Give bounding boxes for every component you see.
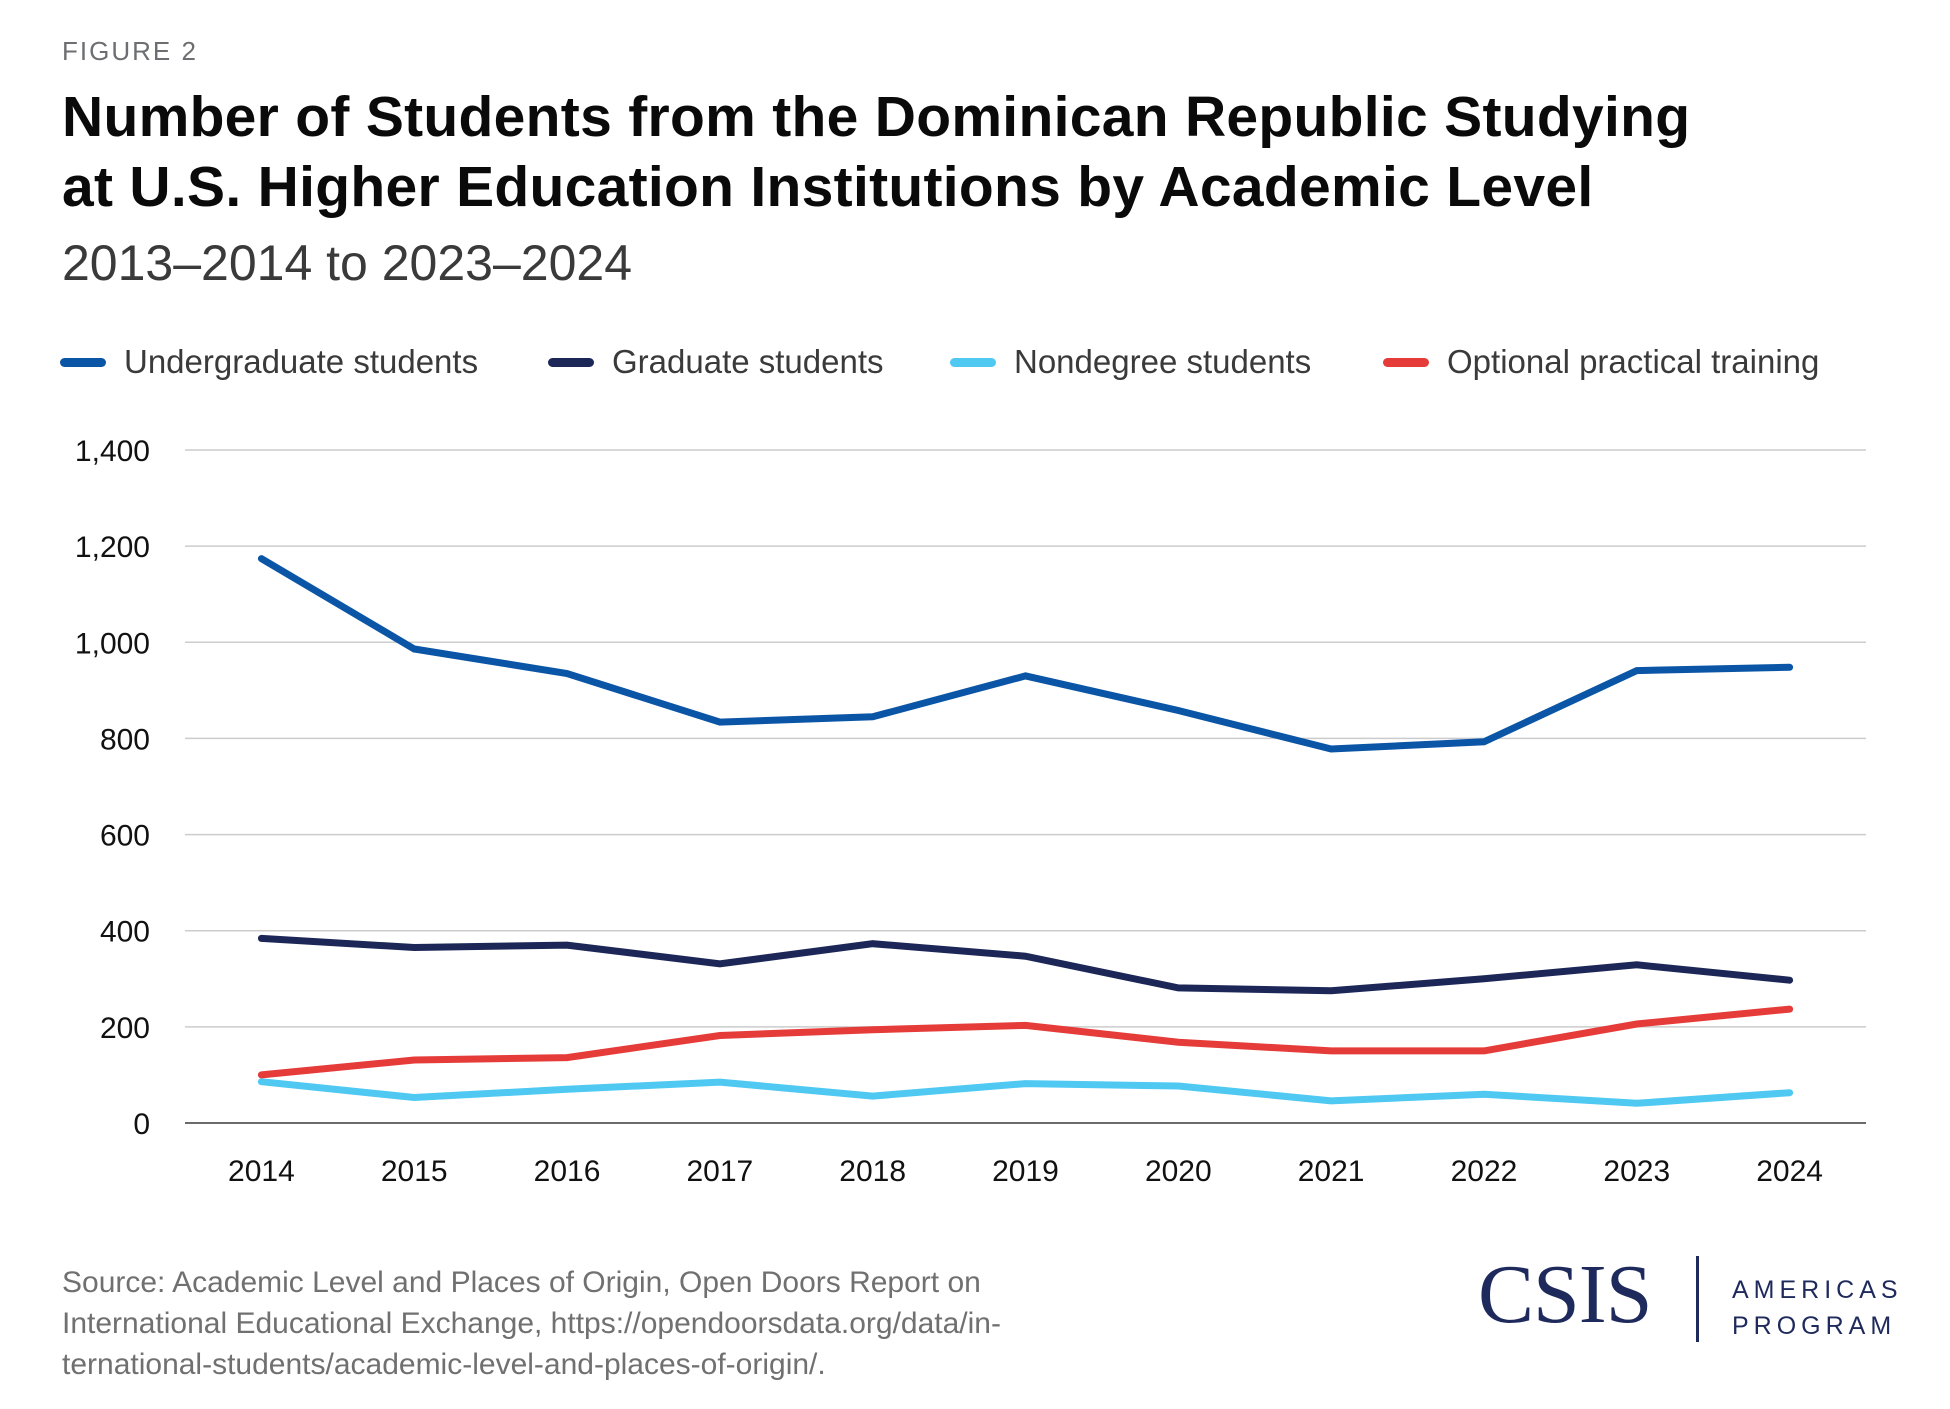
legend-swatch-nondegree xyxy=(950,357,996,367)
legend-item-graduate: Graduate students xyxy=(548,340,884,384)
legend-label-undergraduate: Undergraduate students xyxy=(124,343,479,380)
x-tick-label: 2021 xyxy=(1298,1155,1365,1188)
gridlines xyxy=(185,449,1866,1124)
chart-title-line-1: Number of Students from the Dominican Re… xyxy=(62,85,1691,149)
x-tick-label: 2018 xyxy=(839,1155,906,1188)
y-tick-label: 600 xyxy=(100,820,150,853)
program-name-line-2: PROGRAM xyxy=(1732,1312,1897,1340)
y-axis-ticks: 0 200 400 600 800 1,000 1,200 1,400 xyxy=(75,435,150,1141)
source-line-2: International Educational Exchange, http… xyxy=(62,1307,1001,1340)
legend-label-graduate: Graduate students xyxy=(612,343,884,380)
figure-label: FIGURE 2 xyxy=(62,36,198,66)
x-tick-label: 2023 xyxy=(1603,1155,1670,1188)
x-tick-label: 2022 xyxy=(1451,1155,1518,1188)
y-tick-label: 1,400 xyxy=(75,435,150,468)
legend-swatch-graduate xyxy=(548,357,594,367)
legend-label-opt: Optional practical training xyxy=(1447,343,1820,380)
legend-item-nondegree: Nondegree students xyxy=(950,340,1311,384)
source-line-1: Source: Academic Level and Places of Ori… xyxy=(62,1266,981,1299)
legend-label-nondegree: Nondegree students xyxy=(1014,343,1312,380)
x-tick-label: 2024 xyxy=(1756,1155,1823,1188)
source-note: Source: Academic Level and Places of Ori… xyxy=(62,1262,1242,1385)
series-line-optional-practical-training xyxy=(257,1005,1794,1079)
legend-item-opt: Optional practical training xyxy=(1383,340,1819,384)
series-lines xyxy=(257,555,1794,1107)
chart-title-line-2: at U.S. Higher Education Institutions by… xyxy=(62,155,1594,219)
source-line-3: ternational-students/academic-level-and-… xyxy=(62,1348,826,1381)
chart-title: Number of Students from the Dominican Re… xyxy=(62,82,1912,222)
csis-americas-program-logo: CSIS AMERICAS PROGRAM xyxy=(1478,1248,1918,1348)
x-tick-label: 2016 xyxy=(534,1155,601,1188)
y-tick-label: 400 xyxy=(100,916,150,949)
x-axis-ticks: 2014 2015 2016 2017 2018 2019 2020 2021 2022 2023… xyxy=(228,1155,1823,1188)
y-tick-label: 0 xyxy=(133,1108,150,1141)
y-tick-label: 800 xyxy=(100,723,150,756)
legend: Undergraduate students Graduate students… xyxy=(60,340,1940,384)
y-tick-label: 200 xyxy=(100,1012,150,1045)
series-line-undergraduate-students xyxy=(257,555,1794,753)
series-line-nondegree-students xyxy=(257,1078,1794,1107)
legend-item-undergraduate: Undergraduate students xyxy=(60,340,478,384)
chart-subtitle: 2013–2014 to 2023–2024 xyxy=(62,235,633,291)
y-tick-label: 1,200 xyxy=(75,531,150,564)
legend-swatch-undergraduate xyxy=(60,357,106,367)
logo-divider xyxy=(1696,1256,1699,1342)
program-name-line-1: AMERICAS xyxy=(1732,1276,1903,1304)
x-tick-label: 2015 xyxy=(381,1155,448,1188)
legend-swatch-opt xyxy=(1383,357,1429,367)
x-tick-label: 2019 xyxy=(992,1155,1059,1188)
y-tick-label: 1,000 xyxy=(75,627,150,660)
x-tick-label: 2020 xyxy=(1145,1155,1212,1188)
x-tick-label: 2014 xyxy=(228,1155,295,1188)
series-line-graduate-students xyxy=(257,934,1794,995)
program-name: AMERICAS PROGRAM xyxy=(1732,1272,1903,1344)
x-tick-label: 2017 xyxy=(686,1155,753,1188)
csis-wordmark: CSIS xyxy=(1478,1248,1652,1341)
